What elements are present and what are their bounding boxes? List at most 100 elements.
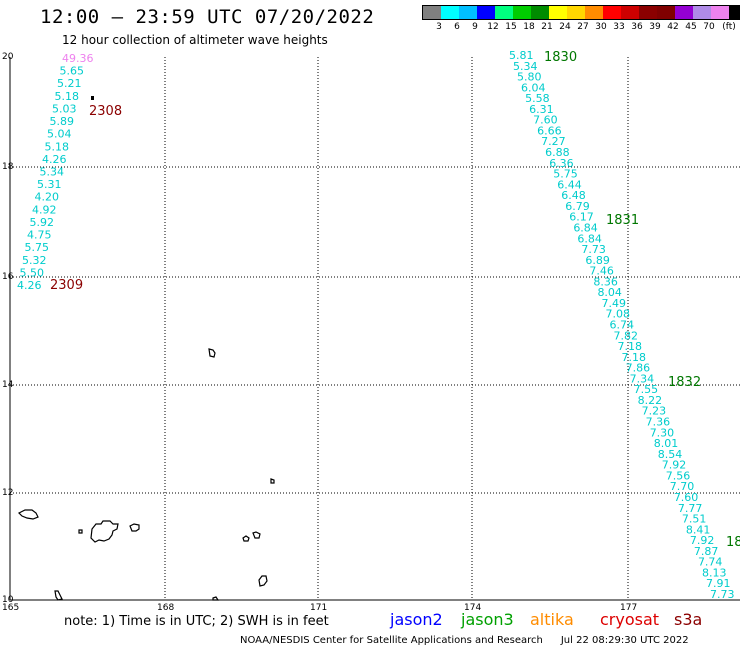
swh-label: 7.30 <box>650 426 675 439</box>
swh-label: 6.79 <box>565 200 590 213</box>
x-tick-label: 168 <box>157 603 174 613</box>
swh-label: 6.66 <box>537 124 562 137</box>
swh-label: 8.36 <box>593 275 618 288</box>
swh-label: 7.27 <box>541 135 566 148</box>
swh-label: 8.04 <box>597 286 622 299</box>
color-scale-swatch <box>423 6 441 19</box>
island-outline <box>129 523 140 532</box>
color-scale-swatch <box>531 6 549 19</box>
island-outline <box>17 509 39 520</box>
swh-label: 7.82 <box>614 329 639 342</box>
swh-label: 4.20 <box>35 191 60 204</box>
color-scale-label: 15 <box>505 22 517 32</box>
x-tick-label: 177 <box>620 603 637 613</box>
y-tick-label: 14 <box>2 380 14 390</box>
color-scale-swatch <box>603 6 621 19</box>
color-scale-label: 21 <box>541 22 553 32</box>
swh-label: 7.56 <box>666 469 691 482</box>
swh-label: 4.92 <box>32 203 57 216</box>
y-tick-label: 12 <box>2 488 13 498</box>
swh-label: 7.73 <box>581 243 606 256</box>
swh-label: 7.51 <box>682 513 707 526</box>
legend-jason3: jason3 <box>461 610 514 629</box>
swh-label: 5.31 <box>37 178 62 191</box>
island-outline <box>212 596 220 601</box>
swh-label: 6.84 <box>573 221 598 234</box>
swh-label: 6.84 <box>577 232 602 245</box>
island-outlines <box>17 348 275 601</box>
swh-label: 5.58 <box>525 92 550 105</box>
swh-label: 7.34 <box>630 372 655 385</box>
track-black-marker <box>91 96 94 100</box>
island-outline <box>252 531 261 539</box>
footer-note: note: 1) Time is in UTC; 2) SWH is in fe… <box>64 614 329 629</box>
x-tick-label: 171 <box>310 603 327 613</box>
x-tick-label: 165 <box>2 603 19 613</box>
color-scale-swatch <box>513 6 531 19</box>
swh-label: 6.89 <box>585 254 610 267</box>
swh-label: 7.08 <box>605 308 630 321</box>
swh-label: 7.60 <box>533 114 558 127</box>
x-tick-label: 174 <box>464 603 481 613</box>
y-tick-label: 16 <box>2 272 14 282</box>
color-scale-label: 33 <box>613 22 625 32</box>
swh-label: 5.34 <box>40 166 65 179</box>
color-scale-swatch <box>459 6 477 19</box>
swh-label: 6.31 <box>529 103 554 116</box>
color-scale-swatch <box>621 6 639 19</box>
swh-label: 7.70 <box>670 480 695 493</box>
swh-label: 8.22 <box>638 394 663 407</box>
swh-label: 5.50 <box>20 266 45 279</box>
swh-label: 7.92 <box>662 459 687 472</box>
color-scale-swatch <box>639 6 657 19</box>
color-scale-label: 36 <box>631 22 643 32</box>
swh-label: 7.74 <box>698 556 723 569</box>
swh-label: 7.92 <box>690 534 715 547</box>
swh-label: 7.87 <box>694 545 719 558</box>
swh-label: 5.34 <box>513 60 538 73</box>
color-scale-label: 27 <box>577 22 589 32</box>
swh-label: 7.18 <box>618 340 643 353</box>
color-scale-label: 39 <box>649 22 661 32</box>
track-time-label: 1831 <box>606 213 639 228</box>
color-scale-swatch <box>675 6 693 19</box>
swh-label: 5.75 <box>553 168 578 181</box>
y-tick-label: 18 <box>2 162 14 172</box>
swh-label: 5.21 <box>57 77 82 90</box>
swh-label: 6.48 <box>561 189 586 202</box>
y-tick-label: 10 <box>2 595 14 605</box>
swh-label: 8.13 <box>702 566 727 579</box>
swh-label: 5.81 <box>509 49 534 62</box>
swh-label: 6.36 <box>549 157 574 170</box>
swh-label: 5.80 <box>517 71 542 84</box>
wave-height-color-scale: 3 6 9 12 15 18 21 24 27 30 33 36 39 42 45 70 (ft) <box>422 5 740 32</box>
color-scale-label: 12 <box>487 22 499 32</box>
color-scale-labels: 3 6 9 12 15 18 21 24 27 30 33 36 39 42 45 70 (ft) <box>422 22 740 32</box>
color-scale-swatch <box>495 6 513 19</box>
island-outline <box>270 478 275 484</box>
color-scale-swatch <box>477 6 495 19</box>
color-scale-label: 42 <box>667 22 679 32</box>
swh-label: 7.18 <box>622 351 647 364</box>
swh-label: 5.04 <box>47 128 72 141</box>
swh-label: 5.92 <box>30 216 55 229</box>
credit-line: NOAA/NESDIS Center for Satellite Applica… <box>240 635 689 646</box>
swh-label: 5.75 <box>25 241 50 254</box>
swh-label: 7.86 <box>626 362 651 375</box>
color-scale-swatch <box>567 6 585 19</box>
island-outline <box>90 520 119 543</box>
legend-cryosat: cryosat <box>600 610 660 629</box>
swh-label: 6.88 <box>545 146 570 159</box>
legend-s3a: s3a <box>674 610 703 629</box>
generation-timestamp: Jul 22 08:29:30 UTC 2022 <box>560 635 689 646</box>
swh-label: 7.73 <box>710 588 735 601</box>
swh-label: 49.36 <box>62 52 94 65</box>
legend-altika: altika <box>530 610 574 629</box>
swh-label: 5.18 <box>45 140 70 153</box>
swh-label: 6.44 <box>557 178 582 191</box>
track-time-label: 18 <box>726 535 740 550</box>
swh-label: 5.03 <box>52 102 77 115</box>
legend-jason2: jason2 <box>390 610 443 629</box>
track-time-label: 2309 <box>50 278 83 293</box>
